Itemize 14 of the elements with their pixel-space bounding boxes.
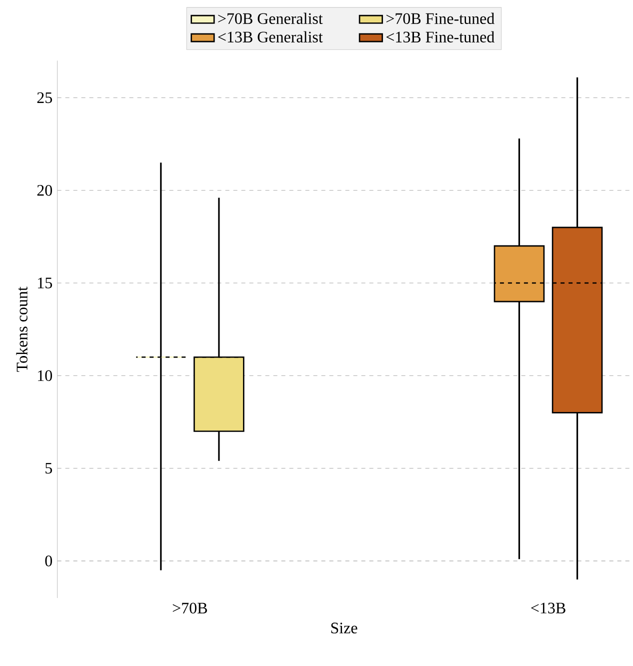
y-tick-label: 0: [45, 556, 52, 566]
x-axis-title: Size: [331, 622, 358, 634]
y-tick-label: 25: [37, 92, 52, 104]
legend-label: <13B Fine-tuned: [386, 31, 494, 42]
y-tick-label: 5: [46, 462, 52, 474]
legend-label: >70B Generalist: [218, 12, 323, 24]
x-tick-label: >70B: [172, 602, 207, 614]
legend-label: <13B Generalist: [218, 31, 323, 42]
y-axis-title: Tokens count: [16, 286, 28, 372]
legend-label: >70B Fine-tuned: [386, 12, 494, 24]
y-tick-label: 10: [38, 370, 52, 382]
x-tick-label: <13B: [531, 602, 566, 614]
y-tick-label: 15: [38, 278, 52, 288]
y-tick-label: 20: [37, 184, 52, 196]
